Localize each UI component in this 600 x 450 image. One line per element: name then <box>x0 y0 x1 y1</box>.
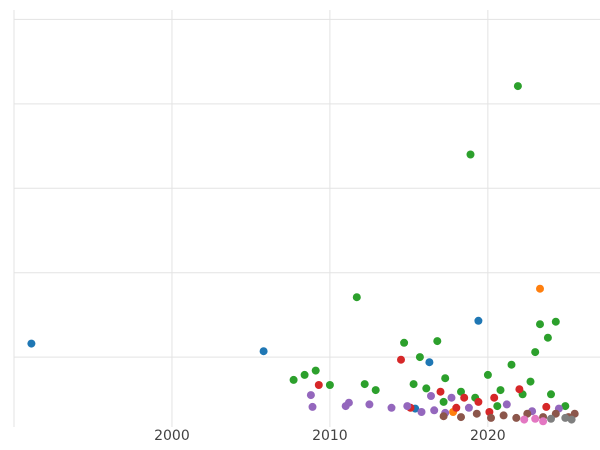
scatter-point-series-purple <box>403 402 412 411</box>
scatter-point-series-brown <box>439 412 448 421</box>
scatter-point-series-green <box>496 386 505 395</box>
scatter-point-series-gray <box>547 414 555 423</box>
x-axis-tick-2000: 2000 <box>154 428 190 444</box>
scatter-point-series-green <box>457 387 465 396</box>
scatter-point-series-red <box>542 402 551 411</box>
scatter-point-series-purple <box>344 398 353 407</box>
scatter-point-series-brown <box>523 409 532 418</box>
scatter-point-series-red <box>515 385 524 394</box>
scatter-point-series-green <box>526 377 535 386</box>
scatter-point-series-green <box>311 366 320 375</box>
scatter-point-series-purple <box>430 406 439 415</box>
scatter-point-series-purple <box>447 393 456 402</box>
scatter-point-series-brown <box>499 411 508 420</box>
scatter-point-series-purple <box>502 400 511 409</box>
scatter-point-series-green <box>409 380 418 389</box>
scatter-point-series-brown <box>512 413 521 422</box>
scatter-point-series-red <box>490 393 499 402</box>
scatter-point-series-green <box>561 402 570 411</box>
scatter-point-series-green <box>422 384 431 393</box>
scatter-point-series-green <box>415 353 424 362</box>
scatter-point-series-green <box>300 370 309 379</box>
scatter-point-series-green <box>531 348 540 357</box>
scatter-point-series-gray <box>567 415 576 424</box>
scatter-point-series-brown <box>570 409 579 418</box>
scatter-point-series-purple <box>306 391 315 400</box>
scatter-point-series-green <box>493 402 502 411</box>
scatter-point-series-green <box>433 337 442 346</box>
scatter-point-series-blue <box>425 358 434 367</box>
scatter-point-series-green <box>325 381 334 389</box>
scatter-point-series-green <box>483 370 492 379</box>
scatter-point-series-blue <box>474 316 483 325</box>
scatter-point-series-green <box>400 338 409 347</box>
scatter-point-series-pink <box>520 415 529 424</box>
scatter-point-series-purple <box>387 403 396 412</box>
scatter-point-series-green <box>360 380 369 389</box>
x-axis-tick-2020: 2020 <box>470 428 506 444</box>
scatter-point-series-red <box>452 403 461 412</box>
scatter-point-series-red <box>397 355 405 364</box>
scatter-point-series-brown <box>551 409 560 418</box>
scatter-point-series-brown <box>457 413 465 422</box>
scatter-point-series-green <box>513 82 522 91</box>
x-axis-tick-2010: 2010 <box>312 428 348 444</box>
scatter-point-series-green <box>543 333 552 342</box>
scatter-point-series-green <box>536 320 544 329</box>
scatter-point-series-gray <box>561 413 570 422</box>
scatter-point-series-red <box>314 381 323 389</box>
scatter-point-series-orange <box>536 284 544 293</box>
scatter-point-series-purple <box>464 403 473 412</box>
scatter-point-series-brown <box>487 413 495 422</box>
scatter-point-series-green <box>439 397 448 406</box>
scatter-point-series-green <box>466 150 475 159</box>
scatter-point-series-purple <box>365 400 374 409</box>
scatter-point-series-purple <box>417 408 426 416</box>
scatter-point-series-blue <box>259 347 268 356</box>
scatter-point-series-green <box>289 375 298 384</box>
scatter-point-series-green <box>441 374 450 383</box>
scatter-point-series-green <box>507 360 516 369</box>
scatter-point-series-red <box>436 387 445 396</box>
scatter-point-series-red <box>474 397 483 406</box>
scatter-point-series-green <box>371 386 380 395</box>
scatter-point-series-green <box>352 293 361 302</box>
scatter-point-series-purple <box>308 402 317 411</box>
scatter-point-series-blue <box>27 339 36 348</box>
scatter-point-series-green <box>547 390 555 399</box>
scatter-point-series-purple <box>427 392 435 400</box>
scatter-point-series-brown <box>472 409 481 418</box>
scatter-point-series-green <box>551 317 560 326</box>
scatter-point-series-pink <box>531 414 540 423</box>
scatter-point-series-red <box>460 393 469 402</box>
scatter-point-series-pink <box>539 417 548 426</box>
